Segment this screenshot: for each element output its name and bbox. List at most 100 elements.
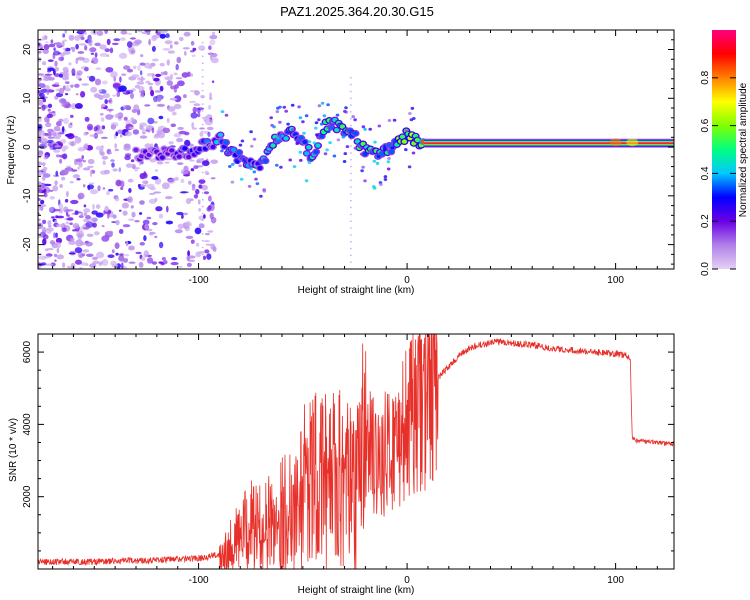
ridge-outlier bbox=[408, 112, 412, 115]
noise-speckle bbox=[98, 94, 104, 100]
noise-speckle bbox=[65, 87, 71, 92]
ridge-outlier bbox=[299, 158, 303, 162]
ridge-outlier bbox=[343, 109, 347, 113]
noise-speckle bbox=[96, 130, 104, 135]
noise-speckle bbox=[157, 95, 162, 102]
noise-speckle bbox=[101, 125, 106, 130]
noise-speckle bbox=[82, 249, 90, 253]
ridge-outlier bbox=[383, 175, 388, 179]
ridge-outlier bbox=[372, 159, 377, 163]
noise-speckle bbox=[181, 214, 184, 219]
noise-speckle bbox=[118, 229, 124, 234]
noise-speckle bbox=[66, 209, 74, 212]
noise-speckle bbox=[147, 117, 155, 125]
noise-speckle bbox=[141, 31, 148, 34]
ridge-outlier bbox=[314, 121, 319, 125]
noise-streak bbox=[349, 220, 352, 222]
noise-speckle bbox=[115, 252, 119, 256]
noise-speckle bbox=[145, 80, 151, 84]
noise-speckle bbox=[109, 151, 112, 155]
spectrogram-frame bbox=[37, 29, 675, 270]
noise-speckle bbox=[123, 254, 130, 257]
noise-speckle bbox=[38, 77, 43, 82]
noise-speckle bbox=[47, 103, 53, 109]
noise-speckle bbox=[48, 225, 52, 228]
noise-speckle bbox=[72, 174, 80, 179]
noise-speckle bbox=[56, 121, 62, 127]
colorbar-tick-label: 0.4 bbox=[700, 166, 711, 180]
noise-speckle bbox=[59, 184, 63, 188]
noise-speckle bbox=[46, 247, 54, 251]
noise-speckle bbox=[38, 197, 41, 202]
noise-speckle bbox=[146, 31, 151, 35]
ridge-outlier bbox=[298, 116, 303, 120]
noise-speckle bbox=[70, 262, 76, 269]
noise-speckle bbox=[82, 184, 86, 188]
noise-speckle bbox=[101, 155, 109, 160]
noise-speckle bbox=[82, 159, 86, 163]
ridge-core bbox=[270, 143, 276, 148]
ridge-outlier bbox=[327, 130, 331, 134]
noise-speckle bbox=[110, 71, 118, 78]
ridge-outlier bbox=[292, 165, 297, 169]
noise-speckle bbox=[55, 215, 65, 219]
noise-speckle bbox=[127, 196, 133, 203]
noise-speckle bbox=[78, 162, 83, 168]
noise-speckle bbox=[191, 183, 196, 189]
ridge-outlier bbox=[275, 163, 279, 167]
noise-speckle bbox=[83, 31, 87, 35]
ridge-outlier bbox=[359, 152, 364, 156]
noise-speckle bbox=[96, 30, 104, 36]
noise-speckle bbox=[148, 192, 156, 195]
noise-speckle bbox=[125, 131, 132, 137]
ridge-outlier bbox=[390, 146, 395, 150]
noise-speckle bbox=[38, 83, 46, 89]
noise-speckle bbox=[164, 76, 169, 80]
noise-speckle bbox=[65, 85, 70, 88]
noise-speckle bbox=[42, 227, 47, 231]
noise-speckle bbox=[130, 117, 135, 122]
noise-speckle bbox=[59, 154, 66, 158]
noise-speckle bbox=[111, 263, 119, 268]
noise-speckle bbox=[67, 265, 71, 269]
noise-speckle bbox=[106, 38, 111, 46]
noise-speckle bbox=[176, 56, 182, 64]
noise-speckle bbox=[152, 73, 155, 80]
noise-streak bbox=[349, 179, 352, 181]
noise-speckle bbox=[135, 251, 142, 255]
noise-speckle bbox=[85, 215, 91, 220]
noise-speckle bbox=[211, 80, 215, 83]
noise-speckle bbox=[146, 257, 154, 264]
ridge-outlier bbox=[351, 115, 356, 119]
ridge-outlier bbox=[220, 110, 225, 114]
noise-speckle bbox=[90, 189, 98, 195]
noise-speckle bbox=[85, 221, 94, 228]
noise-speckle bbox=[53, 126, 61, 132]
noise-speckle bbox=[61, 103, 65, 107]
noise-streak bbox=[349, 90, 352, 93]
noise-speckle bbox=[56, 254, 64, 260]
colorbar-tick-label: 0.8 bbox=[700, 70, 711, 84]
y-tick-label: -10 bbox=[22, 188, 33, 203]
noise-speckle bbox=[58, 73, 64, 78]
ridge-outlier bbox=[224, 113, 229, 117]
noise-streak bbox=[349, 254, 352, 257]
noise-streak bbox=[201, 117, 204, 119]
noise-streak bbox=[349, 97, 352, 100]
noise-speckle bbox=[139, 135, 148, 139]
ridge-core bbox=[334, 127, 340, 133]
noise-speckle bbox=[127, 178, 134, 183]
noise-speckle bbox=[206, 172, 210, 175]
ridge-outlier bbox=[307, 161, 312, 165]
noise-speckle bbox=[108, 230, 114, 235]
noise-speckle bbox=[53, 232, 56, 239]
noise-speckle bbox=[210, 159, 219, 164]
noise-speckle bbox=[211, 31, 216, 36]
noise-speckle bbox=[102, 187, 106, 190]
noise-speckle bbox=[134, 169, 139, 172]
ridge-core bbox=[210, 144, 216, 150]
x-tick-label: -100 bbox=[189, 275, 209, 286]
colorbar-tick-label: 0.2 bbox=[700, 214, 711, 228]
noise-speckle bbox=[209, 34, 218, 40]
